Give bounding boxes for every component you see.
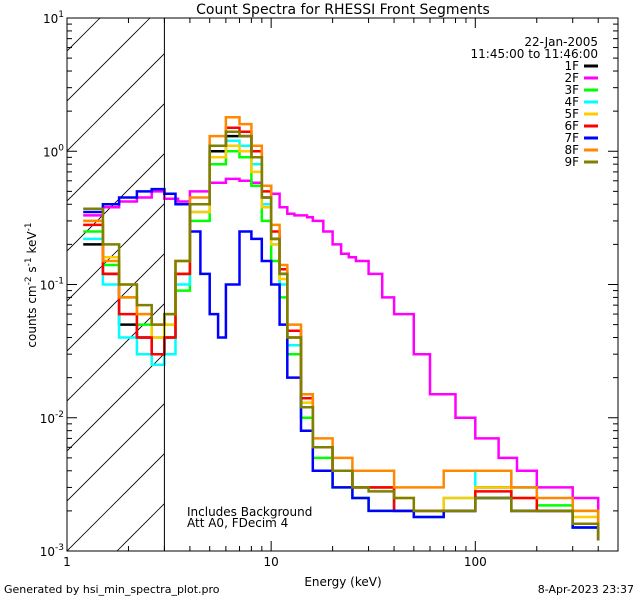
y-axis-label-exp-3: -1: [24, 222, 34, 231]
annotation-background: Includes Background: [187, 505, 312, 519]
y-tick-label: 100: [43, 143, 64, 159]
y-tick-label: 101: [43, 10, 64, 26]
observation-time-range: 11:45:00 to 11:46:00: [471, 47, 598, 61]
legend-label-9F: 9F: [564, 155, 579, 169]
series-line-4F: [83, 139, 600, 541]
legend-label-4F: 4F: [564, 95, 579, 109]
hatch-line: [67, 53, 165, 152]
legend-label-6F: 6F: [564, 119, 579, 133]
series-line-8F: [83, 115, 600, 528]
y-axis-label-main: counts cm: [25, 285, 39, 347]
hatch-line: [67, 403, 165, 502]
legend-label-3F: 3F: [564, 83, 579, 97]
footer-generated-by: Generated by hsi_min_spectra_plot.pro: [4, 583, 220, 596]
legend-label-1F: 1F: [564, 59, 579, 73]
chart-title: Count Spectra for RHESSI Front Segments: [196, 2, 490, 18]
legend-label-7F: 7F: [564, 131, 579, 145]
y-axis-label: counts cm-2 s-1 keV-1: [24, 222, 39, 347]
y-axis-label-unit-kev: keV: [25, 231, 39, 258]
hatch-line: [67, 203, 165, 302]
hatch-line: [67, 453, 165, 551]
x-axis-label: Energy (keV): [304, 575, 381, 589]
y-axis-label-exp-1: -2: [24, 276, 34, 285]
x-tick-label: 1: [63, 555, 71, 569]
legend-label-8F: 8F: [564, 143, 579, 157]
x-tick-label: 10: [264, 555, 279, 569]
x-tick-label: 100: [464, 555, 487, 569]
legend-label-5F: 5F: [564, 107, 579, 121]
annotation-attenuator: Att A0, FDecim 4: [187, 516, 288, 530]
y-axis-label-exp-2: -1: [24, 257, 34, 266]
axes-layer: 1 10 100 10-3 10-2 10-1 100 101: [40, 10, 619, 569]
y-axis-label-unit-s: s: [25, 266, 39, 276]
series-layer: [83, 115, 600, 541]
hatch-line: [67, 103, 165, 202]
series-line-5F: [83, 144, 600, 536]
y-tick-label: 10-1: [40, 277, 64, 293]
series-line-9F: [83, 130, 600, 541]
y-tick-label: 10-2: [40, 410, 64, 426]
observation-date: 22-Jan-2005: [524, 35, 598, 49]
series-line-2F: [83, 177, 600, 511]
y-tick-label: 10-3: [40, 543, 64, 559]
footer-timestamp: 8-Apr-2023 23:37: [537, 583, 634, 596]
legend-label-2F: 2F: [564, 71, 579, 85]
